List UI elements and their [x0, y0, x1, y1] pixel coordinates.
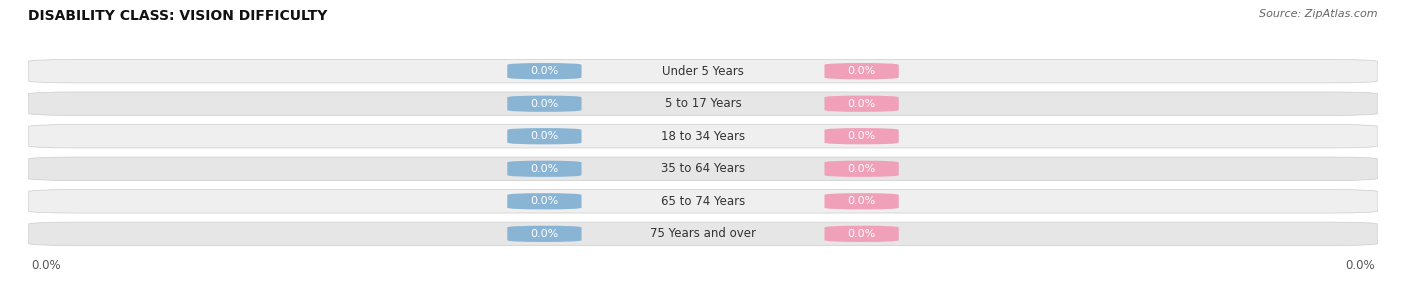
FancyBboxPatch shape — [508, 128, 582, 144]
FancyBboxPatch shape — [508, 95, 582, 112]
FancyBboxPatch shape — [28, 190, 1378, 213]
Text: 0.0%: 0.0% — [530, 66, 558, 76]
Text: 0.0%: 0.0% — [848, 229, 876, 239]
Text: 0.0%: 0.0% — [848, 196, 876, 206]
FancyBboxPatch shape — [824, 161, 898, 177]
Text: 0.0%: 0.0% — [530, 131, 558, 141]
FancyBboxPatch shape — [28, 124, 1378, 148]
FancyBboxPatch shape — [508, 63, 582, 79]
Text: 0.0%: 0.0% — [848, 131, 876, 141]
FancyBboxPatch shape — [28, 92, 1378, 115]
FancyBboxPatch shape — [824, 63, 898, 79]
FancyBboxPatch shape — [508, 161, 582, 177]
Text: 0.0%: 0.0% — [31, 259, 60, 272]
FancyBboxPatch shape — [508, 193, 582, 210]
FancyBboxPatch shape — [28, 157, 1378, 181]
FancyBboxPatch shape — [28, 222, 1378, 246]
Text: 65 to 74 Years: 65 to 74 Years — [661, 195, 745, 208]
Text: 0.0%: 0.0% — [848, 66, 876, 76]
Text: DISABILITY CLASS: VISION DIFFICULTY: DISABILITY CLASS: VISION DIFFICULTY — [28, 9, 328, 23]
Text: 18 to 34 Years: 18 to 34 Years — [661, 130, 745, 143]
Text: 0.0%: 0.0% — [530, 164, 558, 174]
FancyBboxPatch shape — [28, 59, 1378, 83]
Text: 35 to 64 Years: 35 to 64 Years — [661, 162, 745, 175]
Text: 0.0%: 0.0% — [1346, 259, 1375, 272]
FancyBboxPatch shape — [824, 193, 898, 210]
FancyBboxPatch shape — [824, 128, 898, 144]
Text: 75 Years and over: 75 Years and over — [650, 227, 756, 240]
Text: Under 5 Years: Under 5 Years — [662, 65, 744, 78]
Text: Source: ZipAtlas.com: Source: ZipAtlas.com — [1260, 9, 1378, 19]
Text: 0.0%: 0.0% — [530, 99, 558, 109]
Text: 0.0%: 0.0% — [530, 229, 558, 239]
FancyBboxPatch shape — [508, 226, 582, 242]
FancyBboxPatch shape — [824, 226, 898, 242]
Text: 0.0%: 0.0% — [848, 164, 876, 174]
Text: 0.0%: 0.0% — [848, 99, 876, 109]
Text: 5 to 17 Years: 5 to 17 Years — [665, 97, 741, 110]
FancyBboxPatch shape — [824, 95, 898, 112]
Text: 0.0%: 0.0% — [530, 196, 558, 206]
